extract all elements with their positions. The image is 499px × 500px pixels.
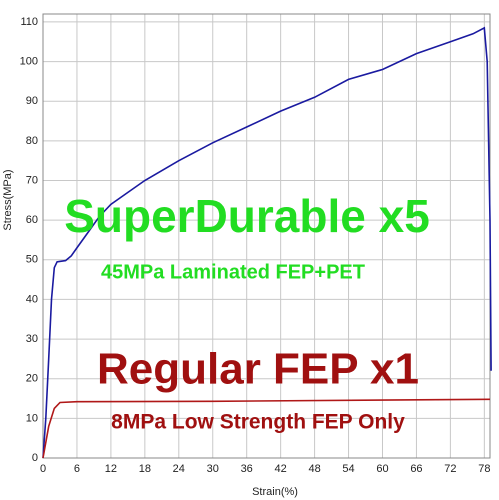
y-tick-label: 10 — [26, 412, 38, 424]
x-tick-label: 24 — [173, 463, 185, 475]
x-tick-label: 60 — [376, 463, 388, 475]
x-tick-label: 66 — [410, 463, 422, 475]
y-axis-label: Stress(MPa) — [2, 169, 14, 230]
annotation: SuperDurable x5 — [64, 190, 430, 242]
y-tick-label: 40 — [26, 293, 38, 305]
x-tick-label: 36 — [241, 463, 253, 475]
annotation: 8MPa Low Strength FEP Only — [111, 411, 405, 434]
y-tick-label: 60 — [26, 214, 38, 226]
x-tick-label: 48 — [308, 463, 320, 475]
y-tick-label: 100 — [20, 55, 38, 67]
y-tick-label: 70 — [26, 174, 38, 186]
y-tick-label: 80 — [26, 135, 38, 147]
line — [42, 26, 492, 459]
x-tick-label: 42 — [275, 463, 287, 475]
y-tick-label: 50 — [26, 254, 38, 266]
annotation: Regular FEP x1 — [97, 345, 419, 394]
y-tick-label: 30 — [26, 333, 38, 345]
y-tick-label: 110 — [20, 16, 38, 28]
x-tick-label: 54 — [342, 463, 354, 475]
y-tick-label: 20 — [26, 373, 38, 385]
x-tick-label: 6 — [74, 463, 80, 475]
y-tick-label: 0 — [32, 452, 38, 464]
x-tick-label: 78 — [478, 463, 490, 475]
annotation: 45MPa Laminated FEP+PET — [101, 261, 365, 283]
x-tick-label: 12 — [105, 463, 117, 475]
x-tick-label: 0 — [40, 463, 46, 475]
line — [42, 398, 491, 459]
y-tick-label: 90 — [26, 95, 38, 107]
x-tick-label: 30 — [207, 463, 219, 475]
x-tick-label: 18 — [139, 463, 151, 475]
x-axis-label: Strain(%) — [252, 486, 298, 498]
x-tick-label: 72 — [444, 463, 456, 475]
